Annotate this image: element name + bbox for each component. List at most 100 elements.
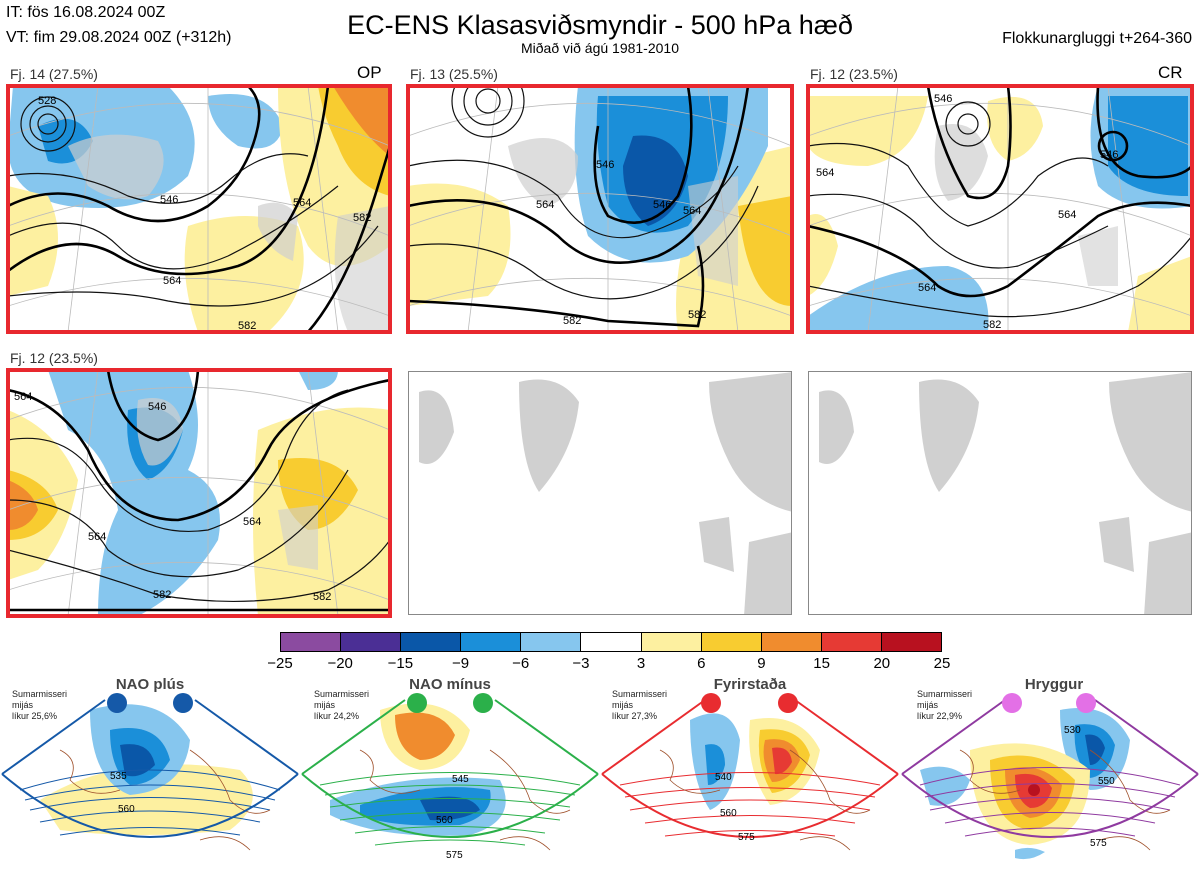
- issue-time: IT: fös 16.08.2024 00Z: [6, 4, 166, 21]
- british-isles-land: [699, 517, 734, 572]
- regime-4-map[interactable]: 530 550 575: [900, 690, 1200, 871]
- negative-anomaly: [420, 796, 480, 821]
- contour-label: 546: [160, 194, 178, 206]
- colorbar-tick-label: 3: [636, 655, 646, 672]
- positive-anomaly: [738, 196, 792, 306]
- british-isles-land: [1099, 517, 1134, 572]
- colorbar-tick-label: −20: [327, 655, 353, 672]
- positive-anomaly: [772, 747, 792, 775]
- colorbar-swatch: [461, 633, 522, 651]
- empty-cluster-map-5: [408, 371, 792, 615]
- europe-land: [334, 206, 390, 332]
- contour-label: 540: [715, 772, 732, 783]
- regime-4-season: Sumarmisseri: [917, 689, 973, 699]
- positive-anomaly: [333, 86, 390, 156]
- europe-land: [1144, 532, 1191, 614]
- contour-label: 575: [446, 850, 463, 861]
- cluster-map-2[interactable]: 564 546 546 564 582 582: [406, 84, 794, 334]
- panel-1-tag: OP: [357, 63, 382, 82]
- contour-label: 575: [1090, 838, 1107, 849]
- panel-3-tag: CR: [1158, 63, 1183, 82]
- colorbar-tick-label: 20: [873, 655, 891, 672]
- contour-label: 575: [738, 832, 755, 843]
- colorbar-tick-label: −6: [512, 655, 530, 672]
- colorbar-swatch: [281, 633, 342, 651]
- europe-land: [1078, 226, 1118, 286]
- contour-label: 564: [683, 205, 701, 217]
- empty-cluster-map-6: [808, 371, 1192, 615]
- contour-label: 582: [353, 212, 371, 224]
- colorbar-tick-label: 9: [757, 655, 766, 672]
- colorbar-swatch: [701, 633, 762, 651]
- colorbar-swatch: [581, 633, 642, 651]
- negative-anomaly: [1108, 96, 1188, 196]
- positive-anomaly: [1128, 256, 1192, 332]
- contour-label: 582: [153, 589, 171, 601]
- contour-label: 546: [653, 199, 671, 211]
- regime-3-marker: [701, 693, 721, 713]
- contour-label: 582: [983, 319, 1001, 331]
- regime-4-title: Hryggur: [1024, 676, 1084, 693]
- regime-1-marker: [173, 693, 193, 713]
- regime-4-mean: mijás: [917, 700, 939, 710]
- europe-land: [744, 532, 791, 614]
- colorbar-tick-label: −3: [572, 655, 590, 672]
- contour-label: 564: [14, 391, 32, 403]
- classification-window: Flokkunargluggi t+264-360: [1002, 30, 1192, 47]
- contour-label: 546: [934, 93, 952, 105]
- colorbar-tick-label: −9: [451, 655, 470, 672]
- canada-land: [819, 390, 854, 464]
- negative-anomaly: [808, 266, 989, 332]
- regime-4-likelihood: líkur 22,9%: [917, 711, 963, 721]
- regime-2-season: Sumarmisseri: [314, 689, 370, 699]
- regime-3-mean: mijás: [612, 700, 634, 710]
- regime-1-season: Sumarmisseri: [12, 689, 68, 699]
- regime-2-likelihood: líkur 24,2%: [314, 711, 360, 721]
- regime-3-marker: [778, 693, 798, 713]
- negative-anomaly: [298, 370, 338, 390]
- positive-anomaly: [987, 96, 1043, 161]
- colorbar-tick-label: 15: [813, 655, 830, 672]
- europe-land: [278, 505, 318, 570]
- regime-3-season: Sumarmisseri: [612, 689, 668, 699]
- contour-label: 582: [563, 315, 581, 327]
- regime-3-map[interactable]: 540 560 575: [600, 690, 900, 871]
- contour-label: 564: [163, 275, 181, 287]
- contour-label: 550: [1098, 776, 1115, 787]
- panel-2-label: Fj. 13 (25.5%): [410, 66, 498, 82]
- panel-1-label: Fj. 14 (27.5%): [10, 66, 98, 82]
- regime-1-likelihood: líkur 25,6%: [12, 711, 58, 721]
- contour-label: 564: [243, 516, 261, 528]
- anomaly-colorbar: [280, 632, 942, 652]
- regime-2-map[interactable]: 545 560 575: [300, 690, 600, 871]
- positive-anomaly: [808, 96, 928, 166]
- colorbar-tick-label: −15: [387, 655, 414, 672]
- colorbar-swatch: [821, 633, 882, 651]
- regime-3-title: Fyrirstaða: [713, 676, 787, 693]
- contour-label: 528: [38, 95, 56, 107]
- negative-anomaly: [705, 744, 725, 785]
- british-isles-land: [258, 202, 298, 261]
- contour-label: 582: [238, 320, 256, 332]
- canada-land: [419, 390, 454, 464]
- positive-anomaly: [808, 214, 838, 296]
- regime-1-note: Sumarmisseri mijás líkur 25,6%: [12, 689, 67, 722]
- greenland-land: [68, 134, 164, 200]
- regime-2-marker: [473, 693, 493, 713]
- colorbar-swatch: [761, 633, 822, 651]
- climatology-subtitle: Miðað við ágú 1981-2010: [520, 40, 679, 56]
- negative-anomaly: [120, 744, 155, 777]
- regime-1-map[interactable]: 535 560: [0, 690, 300, 871]
- regime-4-marker: [1002, 693, 1022, 713]
- cluster-map-1[interactable]: 528 546 564 564 582 582: [6, 84, 392, 334]
- cluster-map-4[interactable]: 564 546 564 564 582 582: [6, 368, 392, 618]
- colorbar-swatch: [341, 633, 402, 651]
- negative-anomaly: [1015, 847, 1045, 860]
- greenland-land: [508, 138, 578, 206]
- regime-1-mean: mijás: [12, 700, 34, 710]
- greenland-land: [519, 379, 579, 492]
- colorbar-swatch: [401, 633, 462, 651]
- contour-label: 560: [436, 815, 453, 826]
- cluster-map-3[interactable]: 546 546 564 564 564 582: [806, 84, 1194, 334]
- contour-label: 530: [1064, 725, 1081, 736]
